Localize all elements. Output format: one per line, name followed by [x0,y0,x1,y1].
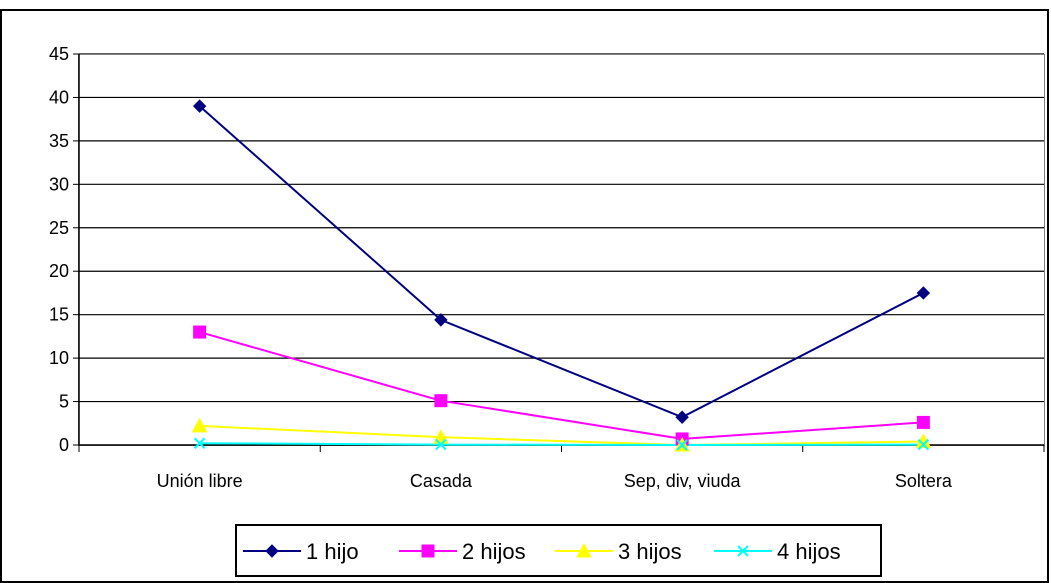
legend: 1 hijo 2 hijos 3 hijos 4 hijos [236,525,881,576]
x-tick-label: Soltera [895,471,953,491]
x-tick-label: Sep, div, viuda [624,471,742,491]
data-point-series-2 [435,395,447,407]
data-point-series-2 [917,416,929,428]
y-tick-label: 10 [49,348,69,368]
x-tick-label: Casada [410,471,473,491]
legend-label-4: 4 hijos [777,539,841,564]
y-tick-label: 0 [59,435,69,455]
y-tick-label: 35 [49,131,69,151]
y-tick-label: 40 [49,87,69,107]
y-tick-label: 20 [49,261,69,281]
y-tick-label: 5 [59,392,69,412]
y-tick-label: 45 [49,44,69,64]
data-point-series-2 [194,326,206,338]
chart-area-border [1,10,1048,582]
y-tick-label: 15 [49,305,69,325]
x-tick-label: Unión libre [157,471,243,491]
legend-label-1: 1 hijo [306,539,359,564]
legend-label-3: 3 hijos [618,539,682,564]
legend-marker-2 [422,545,434,557]
legend-label-2: 2 hijos [462,539,526,564]
y-tick-label: 25 [49,218,69,238]
y-tick-label: 30 [49,174,69,194]
